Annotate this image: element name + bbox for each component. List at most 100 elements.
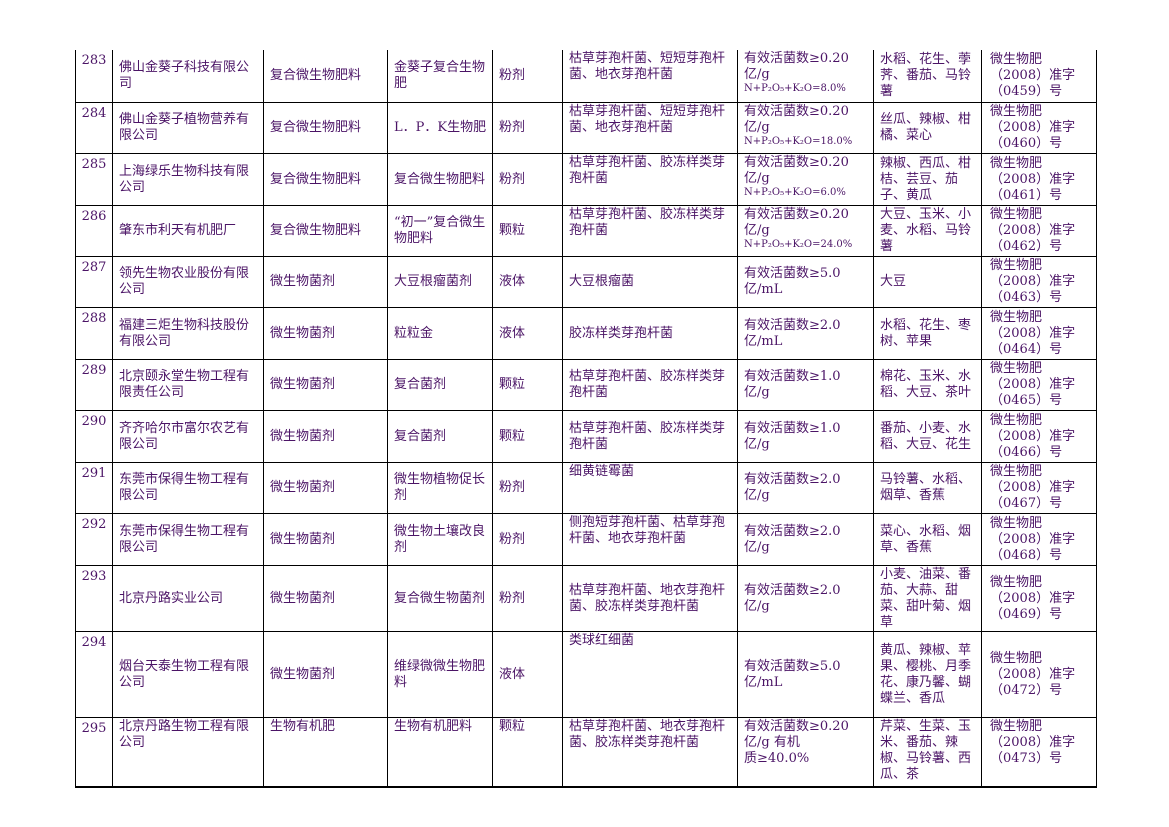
category-cell: 微生物菌剂 bbox=[263, 255, 388, 308]
spec-line: 有效活菌数≥1.0 bbox=[744, 420, 841, 436]
company-cell: 东莞市保得生物工程有限公司 bbox=[112, 461, 264, 514]
suitable-crops-cell: 水稻、花生、枣树、苹果 bbox=[873, 306, 982, 360]
category-cell: 复合微生物肥料 bbox=[263, 101, 388, 154]
spec-line: 亿/g bbox=[744, 67, 770, 82]
certificate-line: （2008）准字 bbox=[990, 428, 1076, 444]
nutrient-formula: N+P₂O₅+K₂O=24.0% bbox=[744, 238, 853, 250]
certificate-number-cell: 微生物肥 （2008）准字 （0459）号 bbox=[981, 50, 1097, 103]
table-body: 283 佛山金葵子科技有限公司 复合微生物肥料 金葵子复合生物肥 粉剂 枯草芽孢杆菌、短短… bbox=[75, 50, 1097, 788]
certificate-line: （2008）准字 bbox=[990, 480, 1076, 495]
certificate-line: （2008）准字 bbox=[990, 531, 1076, 547]
strain-cell: 细黄链霉菌 bbox=[562, 461, 738, 514]
category-cell: 生物有机肥 bbox=[263, 716, 388, 788]
spec-line: 亿/g 有机 bbox=[744, 734, 800, 750]
certificate-line: 微生物肥 bbox=[990, 412, 1043, 428]
company-cell: 肇东市利天有机肥厂 bbox=[112, 204, 264, 257]
row-number-cell: 294 bbox=[75, 630, 113, 718]
nutrient-formula: N+P₂O₅+K₂O=8.0% bbox=[744, 83, 846, 94]
certificate-line: 微生物肥 bbox=[990, 258, 1043, 273]
spec-line: 质≥40.0% bbox=[744, 750, 810, 766]
row-number-cell: 285 bbox=[75, 152, 113, 206]
strain-cell: 枯草芽孢杆菌、短短芽孢杆菌、地衣芽孢杆菌 bbox=[562, 50, 738, 103]
row-number-cell: 286 bbox=[75, 204, 113, 257]
certificate-number-cell: 微生物肥 （2008）准字 （0468）号 bbox=[981, 512, 1097, 566]
category-cell: 微生物菌剂 bbox=[263, 358, 388, 411]
company-cell: 齐齐哈尔市富尔农艺有限公司 bbox=[112, 409, 264, 463]
table-row: 285 上海绿乐生物科技有限公司 复合微生物肥料 复合微生物肥料 粉剂 枯草芽孢杆菌、胶冻… bbox=[75, 152, 1097, 206]
strain-cell: 枯草芽孢杆菌、地衣芽孢杆菌、胶冻样类芽孢杆菌 bbox=[562, 716, 738, 788]
certificate-line: （2008）准字 bbox=[990, 68, 1076, 84]
technical-spec-cell: 有效活菌数≥1.0 亿/g bbox=[737, 409, 874, 463]
spec-line: 有效活菌数≥2.0 bbox=[744, 317, 841, 333]
dosage-form-cell: 液体 bbox=[492, 255, 563, 308]
product-name-cell: 金葵子复合生物肥 bbox=[387, 50, 493, 103]
product-name-cell: 粒粒金 bbox=[387, 306, 493, 360]
spec-line: 亿/g bbox=[744, 170, 770, 186]
spec-line: 有效活菌数≥2.0 bbox=[744, 523, 841, 539]
certificate-line: 微生物肥 bbox=[990, 309, 1043, 325]
certificate-line: （0473）号 bbox=[990, 750, 1063, 766]
row-number-cell: 289 bbox=[75, 358, 113, 411]
certificate-line: （2008）准字 bbox=[990, 325, 1076, 341]
spec-line: 亿/g bbox=[744, 539, 770, 555]
spec-line: 亿/g bbox=[744, 598, 770, 614]
table-row: 295 北京丹路生物工程有限公司 生物有机肥 生物有机肥料 颗粒 枯草芽孢杆菌、地衣芽孢杆… bbox=[75, 716, 1097, 788]
certificate-number-cell: 微生物肥 （2008）准字 （0461）号 bbox=[981, 152, 1097, 206]
certificate-number-cell: 微生物肥 （2008）准字 （0464）号 bbox=[981, 306, 1097, 360]
category-cell: 微生物菌剂 bbox=[263, 512, 388, 566]
category-cell: 微生物菌剂 bbox=[263, 306, 388, 360]
technical-spec-cell: 有效活菌数≥1.0 亿/g bbox=[737, 358, 874, 411]
category-cell: 微生物菌剂 bbox=[263, 461, 388, 514]
certificate-line: （0459）号 bbox=[990, 84, 1063, 100]
company-cell: 佛山金葵子植物营养有限公司 bbox=[112, 101, 264, 154]
technical-spec-cell: 有效活菌数≥0.20 亿/g 有机 质≥40.0% bbox=[737, 716, 874, 788]
certificate-line: （0466）号 bbox=[990, 444, 1063, 460]
technical-spec-cell: 有效活菌数≥0.20 亿/g N+P₂O₅+K₂O=6.0% bbox=[737, 152, 874, 206]
table-row: 284 佛山金葵子植物营养有限公司 复合微生物肥料 L．P．K生物肥 粉剂 枯草芽孢杆菌、… bbox=[75, 101, 1097, 154]
strain-cell: 侧孢短芽孢杆菌、枯草芽孢杆菌、地衣芽孢杆菌 bbox=[562, 512, 738, 566]
certificate-line: （0460）号 bbox=[990, 136, 1063, 151]
spec-line: 亿/g bbox=[744, 222, 770, 238]
fertilizer-registration-table: 283 佛山金葵子科技有限公司 复合微生物肥料 金葵子复合生物肥 粉剂 枯草芽孢杆菌、短短… bbox=[75, 50, 1097, 788]
product-name-cell: 复合菌剂 bbox=[387, 358, 493, 411]
spec-line: 亿/mL bbox=[744, 674, 783, 690]
spec-line: 有效活菌数≥5.0 bbox=[744, 658, 841, 674]
strain-cell: 大豆根瘤菌 bbox=[562, 255, 738, 308]
spec-line: 亿/g bbox=[744, 488, 770, 503]
category-cell: 复合微生物肥料 bbox=[263, 152, 388, 206]
company-cell: 上海绿乐生物科技有限公司 bbox=[112, 152, 264, 206]
certificate-line: 微生物肥 bbox=[990, 361, 1043, 376]
table-row: 293 北京丹路实业公司 微生物菌剂 复合微生物菌剂 粉剂 枯草芽孢杆菌、地衣芽孢杆菌、胶… bbox=[75, 564, 1097, 632]
suitable-crops-cell: 菜心、水稻、烟草、香蕉 bbox=[873, 512, 982, 566]
spec-line: 亿/g bbox=[744, 385, 770, 400]
dosage-form-cell: 粉剂 bbox=[492, 50, 563, 103]
suitable-crops-cell: 小麦、油菜、番茄、大蒜、甜菜、甜叶菊、烟草 bbox=[873, 564, 982, 632]
suitable-crops-cell: 大豆、玉米、小麦、水稻、马铃薯 bbox=[873, 204, 982, 257]
certificate-line: 微生物肥 bbox=[990, 515, 1043, 531]
technical-spec-cell: 有效活菌数≥0.20 亿/g N+P₂O₅+K₂O=24.0% bbox=[737, 204, 874, 257]
spec-line: 有效活菌数≥5.0 bbox=[744, 266, 841, 281]
spec-line: 有效活菌数≥0.20 bbox=[744, 206, 849, 222]
dosage-form-cell: 颗粒 bbox=[492, 358, 563, 411]
certificate-number-cell: 微生物肥 （2008）准字 （0473）号 bbox=[981, 716, 1097, 788]
certificate-line: 微生物肥 bbox=[990, 574, 1043, 590]
row-number-cell: 292 bbox=[75, 512, 113, 566]
row-number-cell: 283 bbox=[75, 50, 113, 103]
certificate-line: 微生物肥 bbox=[990, 104, 1043, 119]
product-name-cell: 复合菌剂 bbox=[387, 409, 493, 463]
certificate-line: 微生物肥 bbox=[990, 718, 1043, 734]
spec-line: 有效活菌数≥2.0 bbox=[744, 582, 841, 598]
technical-spec-cell: 有效活菌数≥2.0 亿/g bbox=[737, 564, 874, 632]
dosage-form-cell: 液体 bbox=[492, 630, 563, 718]
table-row: 294 烟台天泰生物工程有限公司 微生物菌剂 维绿微微生物肥料 液体 类球红细菌 有效活菌数… bbox=[75, 630, 1097, 718]
certificate-line: （0469）号 bbox=[990, 606, 1063, 622]
dosage-form-cell: 粉剂 bbox=[492, 152, 563, 206]
suitable-crops-cell: 水稻、花生、荸荠、番茄、马铃薯 bbox=[873, 50, 982, 103]
spec-line: 有效活菌数≥0.20 bbox=[744, 103, 849, 119]
strain-cell: 枯草芽孢杆菌、胶冻样类芽孢杆菌 bbox=[562, 152, 738, 206]
table-row: 291 东莞市保得生物工程有限公司 微生物菌剂 微生物植物促长剂 粉剂 细黄链霉菌 有效活菌… bbox=[75, 461, 1097, 514]
table-row: 286 肇东市利天有机肥厂 复合微生物肥料 “初一”复合微生物肥料 颗粒 枯草芽孢杆菌、胶… bbox=[75, 204, 1097, 257]
certificate-number-cell: 微生物肥 （2008）准字 （0467）号 bbox=[981, 461, 1097, 514]
strain-cell: 枯草芽孢杆菌、地衣芽孢杆菌、胶冻样类芽孢杆菌 bbox=[562, 564, 738, 632]
table-row: 290 齐齐哈尔市富尔农艺有限公司 微生物菌剂 复合菌剂 颗粒 枯草芽孢杆菌、胶冻样类芽孢… bbox=[75, 409, 1097, 463]
